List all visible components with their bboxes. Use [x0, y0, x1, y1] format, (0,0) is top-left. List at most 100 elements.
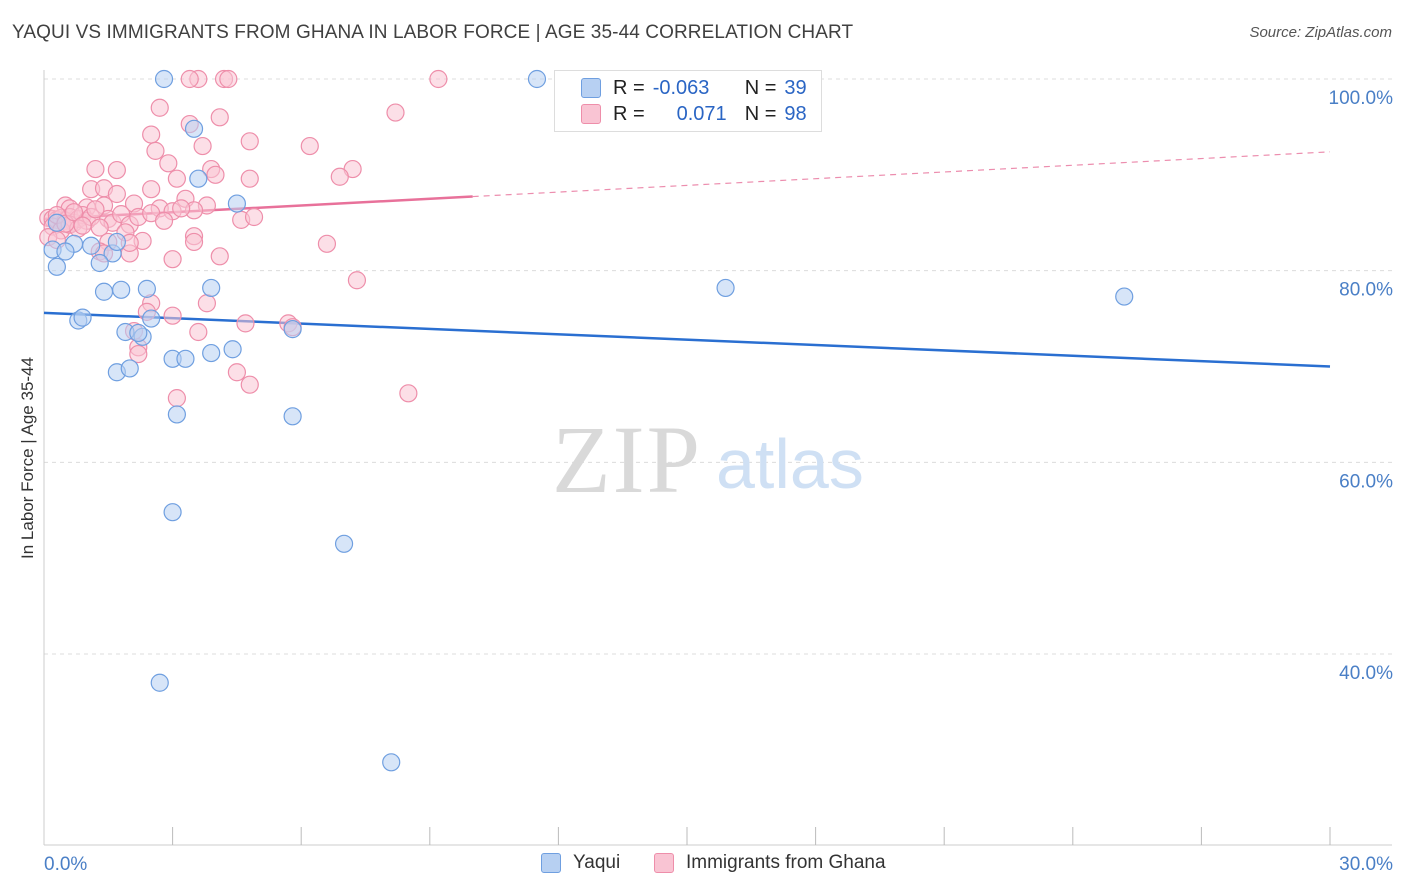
yaqui-point — [227, 194, 246, 213]
ghana-point — [129, 344, 148, 364]
yaqui-trend — [43, 311, 1331, 368]
ghana-points — [39, 69, 448, 408]
stats-legend: R = -0.063 N = 39 R = 0.071 N = 98 — [554, 70, 822, 132]
y-tick-label: 40.0% — [1339, 663, 1393, 684]
y-tick-label: 80.0% — [1339, 280, 1393, 301]
ghana-point — [240, 375, 259, 394]
yaqui-point — [90, 253, 109, 273]
gridlines — [44, 78, 1392, 655]
ghana-point — [300, 136, 319, 156]
ghana-point — [167, 389, 186, 408]
yaqui-point — [716, 278, 735, 298]
ghana-point — [210, 247, 229, 266]
yaqui-point — [202, 343, 221, 363]
ghana-point — [163, 306, 182, 325]
ghana-point — [189, 322, 208, 342]
ghana-point — [210, 108, 229, 127]
yaqui-point — [202, 278, 221, 298]
ghana-point — [206, 165, 225, 184]
yaqui-point — [129, 323, 148, 343]
yaqui-point — [47, 257, 66, 276]
source-label: Source: ZipAtlas.com — [1249, 24, 1392, 41]
ghana-point — [142, 180, 161, 199]
yaqui-points — [43, 69, 1134, 772]
yaqui-point — [56, 242, 75, 261]
ghana-point — [146, 141, 165, 160]
ghana-point — [86, 200, 105, 219]
legend-r-label: R = — [613, 102, 645, 125]
ghana-point — [240, 169, 259, 188]
series-legend-label: Yaqui — [573, 852, 621, 873]
ghana-point — [399, 384, 418, 403]
ghana-point — [386, 103, 405, 122]
yaqui-point — [527, 69, 547, 89]
yaqui-point — [283, 407, 302, 426]
yaqui-point — [1115, 287, 1134, 306]
ghana-point — [86, 159, 105, 179]
legend-n-value: 98 — [784, 102, 807, 125]
series-legend-yaqui[interactable]: Yaqui — [541, 852, 620, 874]
y-axis-label: In Labor Force | Age 35-44 — [18, 357, 37, 559]
series-legend-ghana[interactable]: Immigrants from Ghana — [654, 852, 886, 874]
ghana-point — [193, 136, 212, 156]
legend-r-label: R = — [613, 76, 645, 99]
yaqui-point — [112, 280, 131, 299]
legend-swatch-ghana — [581, 104, 601, 124]
y-tick-label: 100.0% — [1329, 88, 1394, 109]
ghana-point — [142, 125, 161, 144]
yaqui-point — [73, 308, 92, 327]
ghana-point — [347, 271, 367, 290]
yaqui-point — [142, 309, 161, 328]
yaqui-point — [167, 405, 186, 424]
ghana-point — [163, 250, 182, 269]
watermark-zip: ZIP — [552, 406, 702, 513]
series-legend-label: Immigrants from Ghana — [686, 852, 886, 873]
legend-r-value: -0.063 — [652, 76, 710, 99]
legend-swatch-yaqui — [581, 78, 601, 98]
ghana-point — [180, 69, 199, 89]
yaqui-point — [223, 340, 242, 359]
ghana-point — [150, 98, 169, 117]
ghana-point — [219, 69, 238, 89]
x-tick-label: 30.0% — [1339, 854, 1393, 875]
yaqui-point — [283, 320, 302, 339]
ghana-point — [107, 184, 126, 204]
ghana-point — [197, 294, 216, 313]
legend-row-ghana: R = 0.071 N = 98 — [581, 101, 807, 127]
series-swatch-ghana — [654, 853, 674, 873]
ghana-point — [429, 69, 448, 89]
trend-line — [43, 311, 1331, 368]
ghana-point — [330, 167, 349, 186]
ghana-point — [107, 160, 126, 180]
legend-n-value: 39 — [784, 76, 807, 99]
yaqui-point — [107, 232, 126, 252]
watermark-atlas: atlas — [716, 425, 864, 503]
ghana-point — [227, 363, 246, 382]
yaqui-point — [82, 236, 101, 255]
ghana-point — [172, 199, 191, 218]
y-tick-label: 60.0% — [1339, 471, 1393, 492]
yaqui-point — [334, 534, 354, 553]
ghana-point — [154, 211, 174, 230]
yaqui-point — [154, 69, 174, 89]
axes — [43, 70, 1392, 846]
ghana-point — [159, 154, 178, 173]
yaqui-point — [150, 673, 169, 692]
series-swatch-yaqui — [541, 853, 561, 873]
ghana-point — [240, 132, 259, 151]
yaqui-point — [94, 282, 114, 301]
ghana-point — [64, 203, 84, 222]
series-legend: Yaqui Immigrants from Ghana — [0, 852, 1406, 878]
ghana-point — [167, 169, 186, 188]
ghana-point — [244, 207, 264, 227]
trend-line-dashed — [472, 151, 1331, 198]
yaqui-point — [137, 279, 156, 298]
x-tick-label: 0.0% — [44, 854, 87, 875]
ghana-point — [73, 216, 92, 235]
yaqui-point — [189, 169, 208, 188]
yaqui-point — [184, 119, 204, 138]
legend-row-yaqui: R = -0.063 N = 39 — [581, 75, 807, 101]
yaqui-point — [120, 359, 139, 378]
tick-labels: 40.0% 60.0% 80.0% 100.0% 0.0% 30.0% — [44, 88, 1393, 875]
